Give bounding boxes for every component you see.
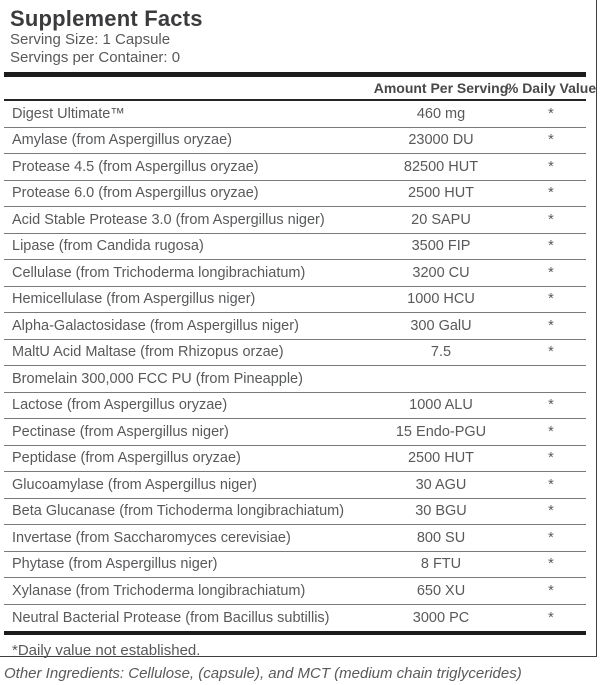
ingredient-daily-value: * (548, 476, 554, 493)
ingredient-daily-value: * (548, 291, 554, 308)
ingredient-amount: 2500 HUT (407, 185, 475, 202)
other-ingredients-text: Other Ingredients: Cellulose, (capsule),… (4, 665, 522, 682)
ingredient-name: Beta Glucanase (from Tichoderma longibra… (12, 503, 345, 520)
ingredient-name: Amylase (from Aspergillus oryzae) (12, 132, 232, 149)
ingredient-amount: 30 AGU (415, 476, 467, 493)
ingredient-name: Digest Ultimate™ (12, 105, 125, 122)
ingredient-amount: 23000 DU (408, 132, 474, 149)
table-row: Phytase (from Aspergillus niger) 8 FTU * (4, 552, 586, 578)
table-row: Invertase (from Saccharomyces cerevisiae… (4, 525, 586, 552)
ingredient-daily-value: * (548, 423, 554, 440)
ingredient-name: Lipase (from Candida rugosa) (12, 238, 204, 255)
ingredient-amount: 300 GalU (410, 317, 472, 334)
ingredient-name: Glucoamylase (from Aspergillus niger) (12, 476, 257, 493)
ingredient-amount: 82500 HUT (403, 158, 479, 175)
ingredient-amount: 800 SU (416, 529, 466, 546)
table-row: Protease 6.0 (from Aspergillus oryzae) 2… (4, 181, 586, 207)
table-header-row: Amount Per Serving % Daily Value (4, 77, 597, 101)
ingredient-daily-value: * (548, 158, 554, 175)
page-title: Supplement Facts (10, 6, 203, 31)
ingredient-daily-value: * (548, 344, 554, 361)
ingredient-daily-value: * (548, 582, 554, 599)
ingredient-amount: 20 SAPU (411, 211, 471, 228)
table-row: Lipase (from Candida rugosa) 3500 FIP * (4, 234, 586, 260)
ingredient-name: Protease 6.0 (from Aspergillus oryzae) (12, 185, 259, 202)
ingredient-name: Bromelain 300,000 FCC PU (from Pineapple… (12, 370, 303, 387)
table-row: Acid Stable Protease 3.0 (from Aspergill… (4, 207, 586, 234)
ingredient-name: Protease 4.5 (from Aspergillus oryzae) (12, 158, 259, 175)
ingredient-name: Peptidase (from Aspergillus oryzae) (12, 450, 241, 467)
table-row: MaltU Acid Maltase (from Rhizopus orzae)… (4, 340, 586, 366)
ingredient-amount: 3500 FIP (411, 238, 471, 255)
ingredient-name: Cellulase (from Trichoderma longibrachia… (12, 264, 306, 281)
ingredient-name: Phytase (from Aspergillus niger) (12, 556, 218, 573)
ingredient-amount: 15 Endo-PGU (395, 423, 487, 440)
facts-table-body: Digest Ultimate™ 460 mg * Amylase (from … (4, 101, 586, 631)
servings-per-container-text: Servings per Container: 0 (10, 49, 181, 66)
table-row: Cellulase (from Trichoderma longibrachia… (4, 260, 586, 287)
ingredient-daily-value: * (548, 105, 554, 122)
supplement-facts-panel: Supplement Facts Serving Size: 1 Capsule… (0, 0, 597, 659)
ingredient-name: Lactose (from Aspergillus oryzae) (12, 397, 228, 414)
ingredient-name: Neutral Bacterial Protease (from Bacillu… (12, 609, 330, 626)
table-row: Protease 4.5 (from Aspergillus oryzae) 8… (4, 154, 586, 181)
ingredient-name: Hemicellulase (from Aspergillus niger) (12, 291, 256, 308)
ingredient-name: MaltU Acid Maltase (from Rhizopus orzae) (12, 344, 284, 361)
ingredient-name: Acid Stable Protease 3.0 (from Aspergill… (12, 211, 325, 228)
ingredient-daily-value: * (548, 609, 554, 626)
ingredient-daily-value: * (548, 211, 554, 228)
daily-value-footnote: *Daily value not established. (12, 642, 201, 659)
ingredient-daily-value: * (548, 185, 554, 202)
ingredient-amount: 8 FTU (420, 556, 462, 573)
ingredient-amount: 7.5 (430, 344, 452, 361)
table-row: Pectinase (from Aspergillus niger) 15 En… (4, 419, 586, 446)
top-divider-bar (4, 72, 586, 77)
table-row: Peptidase (from Aspergillus oryzae) 2500… (4, 446, 586, 472)
ingredient-amount: 30 BGU (415, 503, 467, 520)
ingredient-name: Alpha-Galactosidase (from Aspergillus ni… (12, 317, 299, 334)
table-row: Alpha-Galactosidase (from Aspergillus ni… (4, 313, 586, 340)
table-row: Neutral Bacterial Protease (from Bacillu… (4, 605, 586, 632)
table-row: Beta Glucanase (from Tichoderma longibra… (4, 499, 586, 525)
ingredient-amount: 460 mg (416, 105, 466, 122)
ingredient-name: Xylanase (from Trichoderma longibrachiat… (12, 582, 306, 599)
ingredient-amount: 1000 ALU (409, 397, 473, 414)
bottom-divider-bar (4, 631, 586, 635)
serving-size-text: Serving Size: 1 Capsule (10, 31, 171, 48)
table-row: Digest Ultimate™ 460 mg * (4, 101, 586, 128)
ingredient-daily-value: * (548, 529, 554, 546)
ingredient-amount: 3200 CU (412, 264, 470, 281)
ingredient-amount: 650 XU (416, 582, 466, 599)
ingredient-amount: 2500 HUT (407, 450, 475, 467)
amount-per-serving-header: Amount Per Serving (373, 80, 509, 96)
ingredient-daily-value: * (548, 450, 554, 467)
ingredient-daily-value: * (548, 238, 554, 255)
daily-value-header: % Daily Value (505, 80, 597, 96)
ingredient-daily-value: * (548, 397, 554, 414)
ingredient-name: Invertase (from Saccharomyces cerevisiae… (12, 529, 291, 546)
ingredient-amount: 1000 HCU (407, 291, 475, 308)
ingredient-daily-value: * (548, 503, 554, 520)
table-row: Xylanase (from Trichoderma longibrachiat… (4, 578, 586, 605)
ingredient-daily-value: * (548, 556, 554, 573)
ingredient-name: Pectinase (from Aspergillus niger) (12, 423, 229, 440)
ingredient-amount: 3000 PC (412, 609, 470, 626)
table-row: Bromelain 300,000 FCC PU (from Pineapple… (4, 366, 586, 393)
table-row: Hemicellulase (from Aspergillus niger) 1… (4, 287, 586, 313)
table-row: Glucoamylase (from Aspergillus niger) 30… (4, 472, 586, 499)
ingredient-daily-value: * (548, 264, 554, 281)
table-row: Lactose (from Aspergillus oryzae) 1000 A… (4, 393, 586, 419)
table-row: Amylase (from Aspergillus oryzae) 23000 … (4, 128, 586, 154)
ingredient-daily-value: * (548, 132, 554, 149)
ingredient-daily-value: * (548, 317, 554, 334)
